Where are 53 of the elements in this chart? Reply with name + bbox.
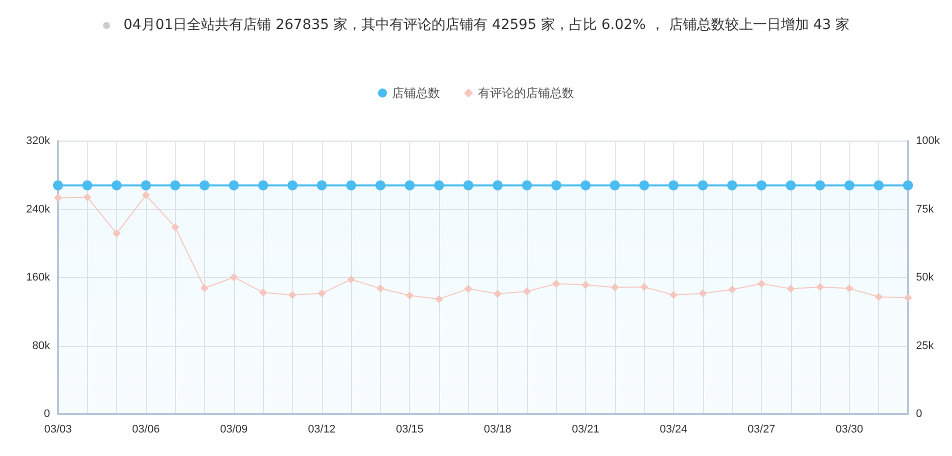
legend-label: 店铺总数: [392, 86, 440, 100]
point: [142, 191, 150, 200]
x-tick-label: 03/24: [660, 424, 688, 436]
y2-tick-label: 50k: [916, 272, 934, 284]
point: [54, 194, 62, 202]
y-tick-label: 160k: [26, 272, 50, 284]
x-tick-label: 03/09: [220, 424, 248, 436]
point: [435, 295, 444, 304]
point: [757, 280, 766, 288]
point: [874, 292, 883, 301]
y-tick-label: 0: [44, 408, 50, 420]
x-tick-label: 03/30: [836, 424, 864, 436]
point: [464, 284, 472, 293]
point: [640, 283, 648, 292]
x-tick-label: 03/15: [396, 424, 424, 436]
point: [670, 290, 678, 299]
point: [494, 290, 502, 298]
point: [845, 284, 854, 292]
point: [83, 193, 92, 202]
legend-label: 有评论的店铺总数: [478, 86, 574, 100]
point: [728, 286, 736, 294]
point: [200, 284, 209, 292]
x-tick-label: 03/12: [308, 424, 336, 436]
x-tick-label: 03/03: [44, 424, 72, 436]
point: [171, 223, 180, 232]
point: [904, 294, 912, 302]
point: [698, 289, 707, 298]
y2-tick-label: 25k: [916, 340, 934, 352]
point: [347, 275, 356, 284]
point: [816, 283, 824, 292]
point: [786, 284, 795, 293]
x-tick-label: 03/27: [748, 424, 776, 436]
y-tick-label: 320k: [26, 135, 50, 147]
point: [376, 284, 384, 292]
x-tick-label: 03/06: [132, 424, 160, 436]
chart-title: 04月01日全站共有店铺 267835 家，其中有评论的店铺有 42595 家，占比 6.02% ， 店铺总数较上一日增加 43 家: [124, 17, 850, 33]
point: [318, 289, 326, 298]
point: [582, 280, 590, 289]
x-tick-label: 03/18: [484, 424, 512, 436]
y2-tick-label: 100k: [916, 135, 940, 147]
point: [259, 288, 268, 297]
point: [610, 283, 619, 292]
y2-tick-label: 75k: [916, 203, 934, 216]
point: [230, 273, 238, 282]
point: [552, 280, 560, 288]
y-tick-label: 80k: [32, 340, 50, 352]
point: [522, 287, 531, 296]
x-tick-label: 03/21: [572, 424, 600, 436]
point: [288, 290, 296, 299]
point: [112, 230, 121, 238]
y2-tick-label: 0: [916, 408, 922, 420]
y-tick-label: 240k: [26, 203, 50, 216]
point: [406, 292, 414, 300]
